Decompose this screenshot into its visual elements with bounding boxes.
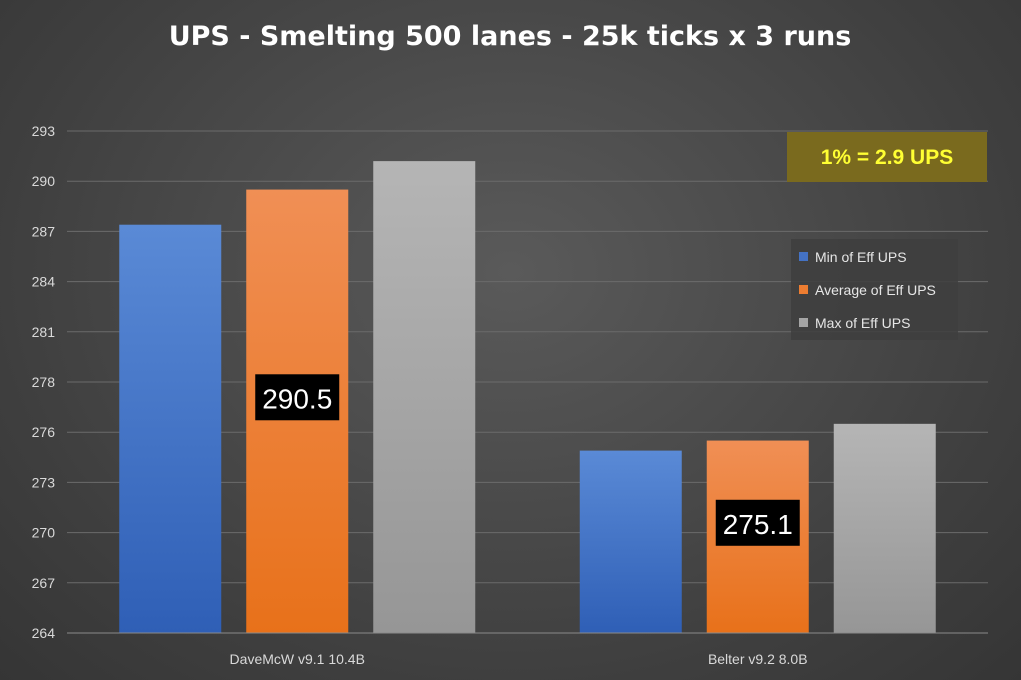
x-tick-label: DaveMcW v9.1 10.4B [230, 651, 365, 667]
legend-swatch [799, 252, 808, 261]
y-tick-label: 273 [32, 474, 56, 490]
annotation-text: 1% = 2.9 UPS [821, 146, 954, 169]
legend-background [791, 239, 958, 340]
bar [579, 450, 682, 633]
data-label-background [715, 499, 800, 546]
chart-title: UPS - Smelting 500 lanes - 25k ticks x 3… [169, 21, 852, 52]
legend-label: Average of Eff UPS [815, 282, 936, 298]
legend-swatch [799, 318, 808, 327]
y-tick-label: 281 [32, 324, 56, 340]
legend-swatch [799, 285, 808, 294]
y-tick-label: 293 [32, 123, 56, 139]
y-tick-label: 290 [32, 173, 56, 189]
bar [833, 423, 936, 633]
y-tick-label: 267 [32, 575, 56, 591]
bars [119, 161, 936, 634]
x-axis-categories: DaveMcW v9.1 10.4B Belter v9.2 8.0B [230, 651, 808, 667]
bar [373, 161, 476, 633]
y-tick-label: 284 [32, 274, 56, 290]
y-tick-label: 276 [32, 424, 56, 440]
legend: Min of Eff UPS Average of Eff UPS Max of E… [791, 239, 958, 340]
y-tick-label: 278 [32, 374, 56, 390]
bar [119, 224, 222, 633]
legend-label: Max of Eff UPS [815, 315, 910, 331]
data-label: 275.1 [723, 509, 793, 540]
y-tick-label: 264 [32, 625, 56, 641]
annotation-background [787, 132, 987, 182]
legend-label: Min of Eff UPS [815, 249, 907, 265]
data-label: 290.5 [262, 383, 332, 414]
annotation-box: 1% = 2.9 UPS [787, 132, 987, 182]
data-labels: 290.5 275.1 [255, 374, 800, 546]
y-axis-ticks: 264 267 270 273 276 278 281 284 287 290 293 [32, 123, 56, 641]
y-tick-label: 287 [32, 223, 56, 239]
data-label-background [255, 374, 340, 421]
y-tick-label: 270 [32, 525, 56, 541]
x-tick-label: Belter v9.2 8.0B [708, 651, 808, 667]
